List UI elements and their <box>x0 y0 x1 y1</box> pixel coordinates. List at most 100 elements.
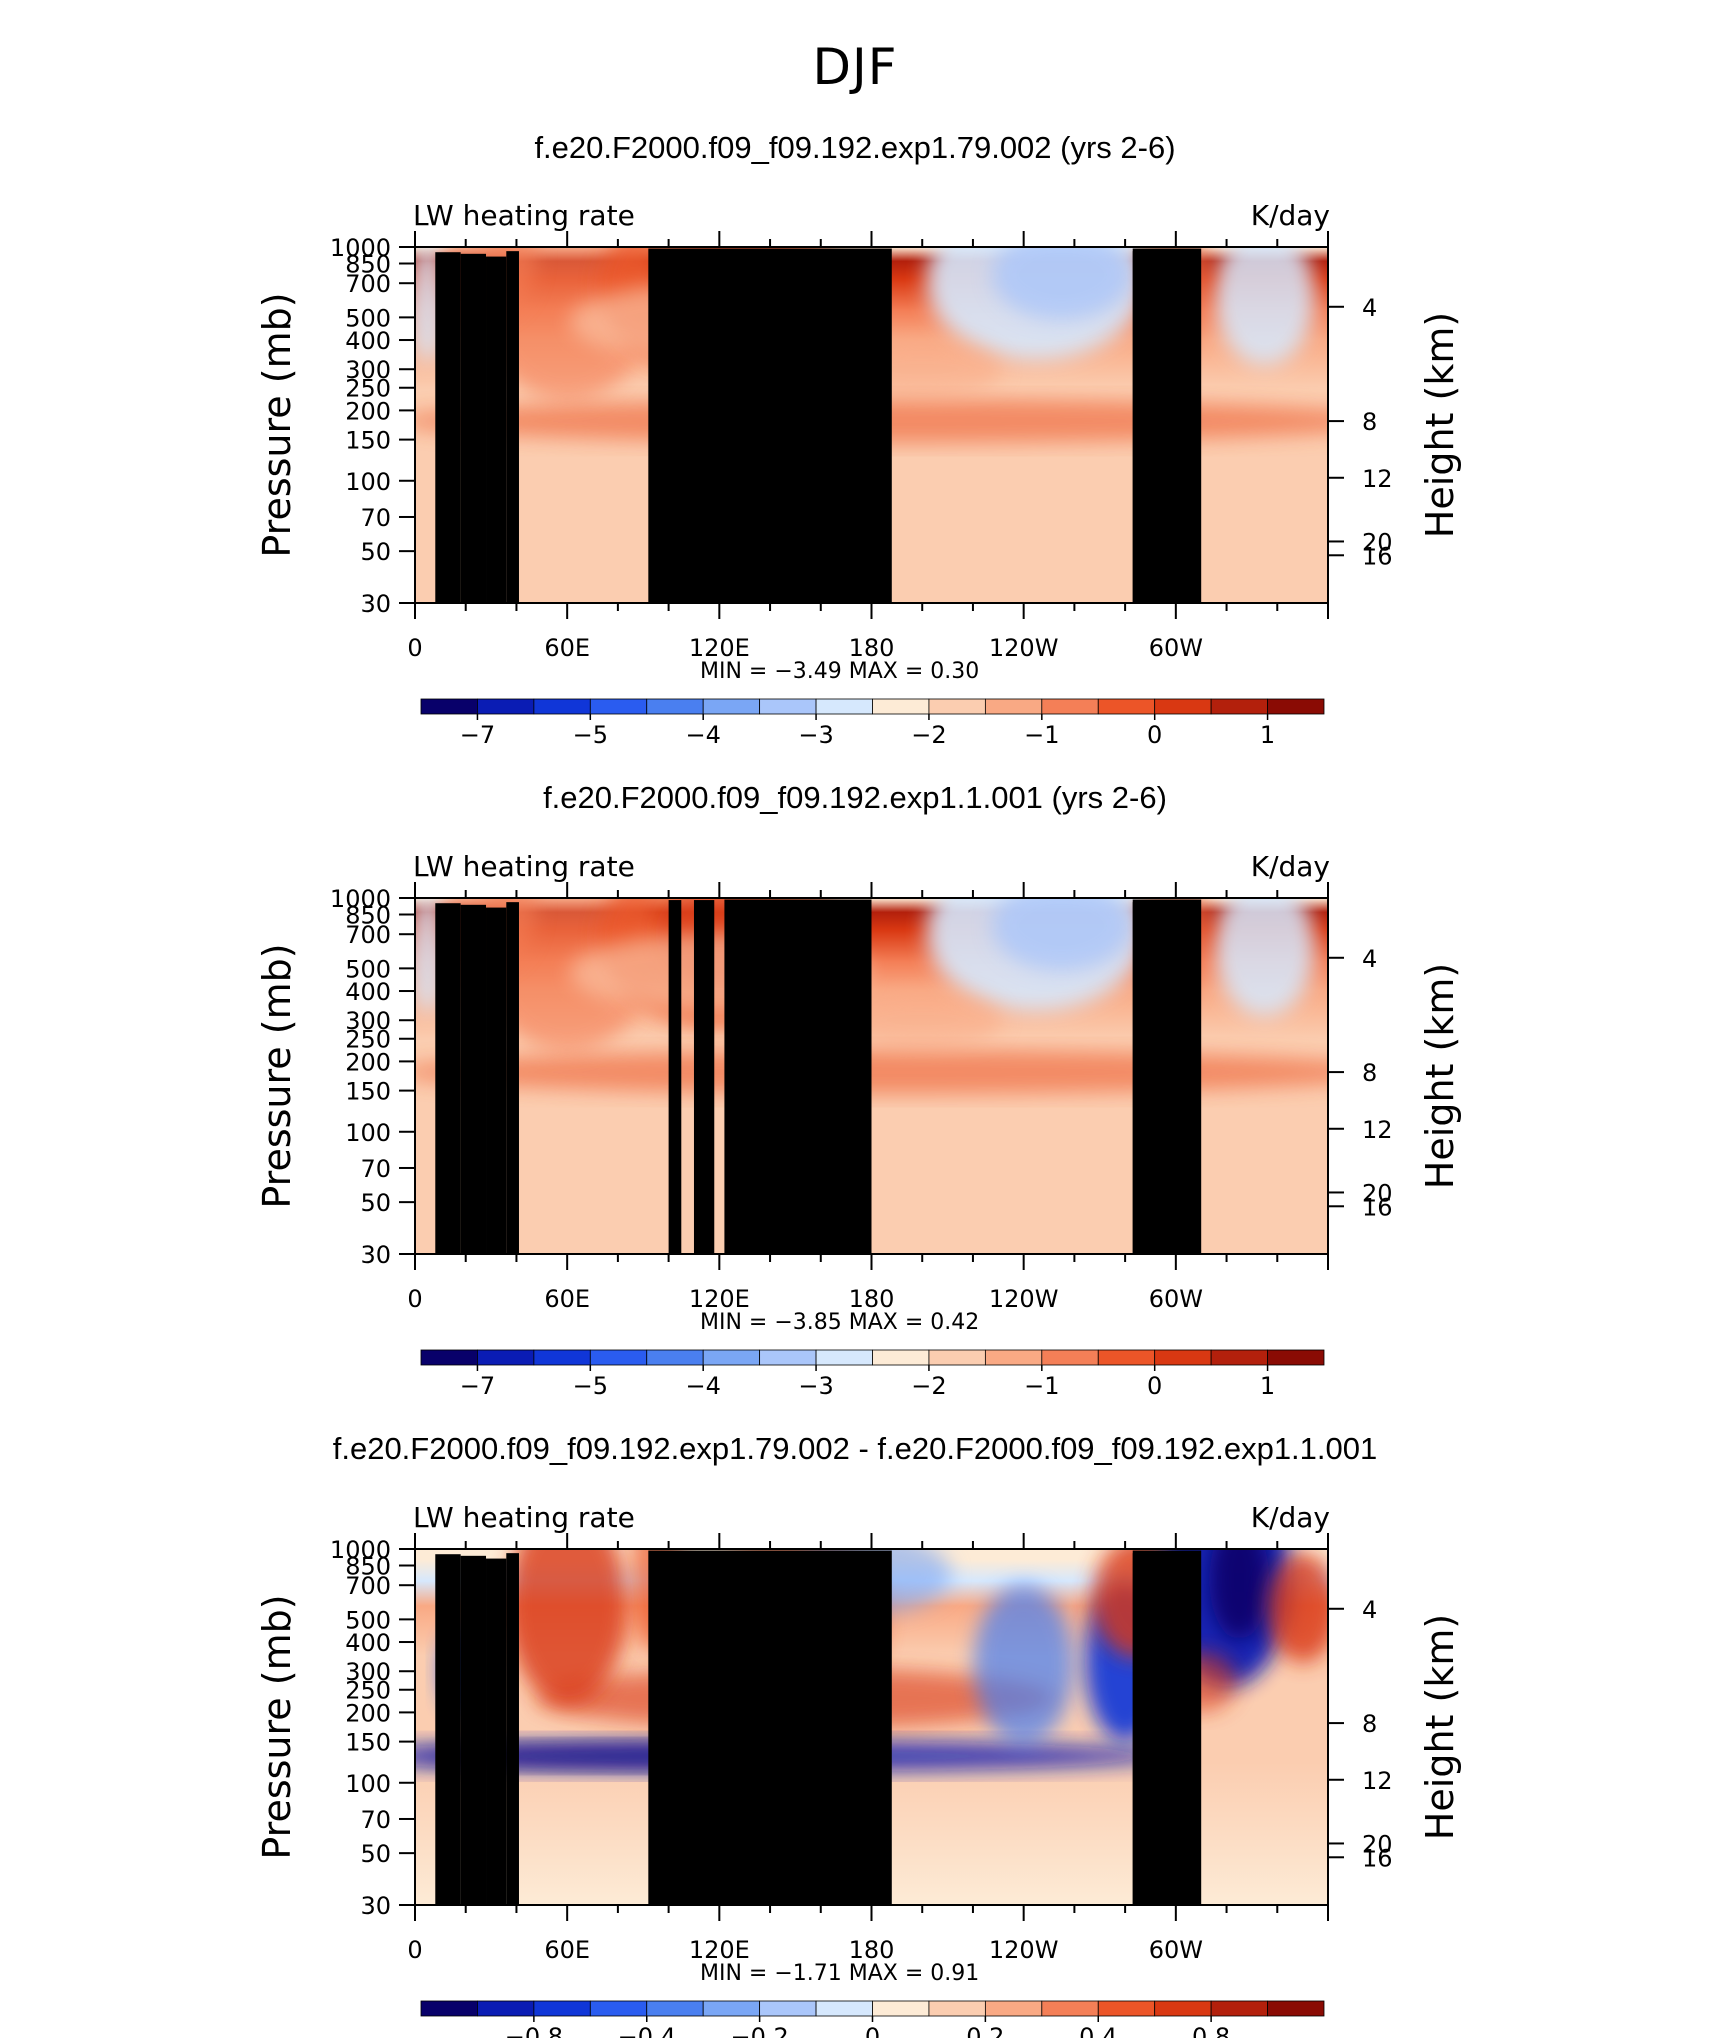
colorbar-label: −3 <box>798 1372 833 1400</box>
colorbar-box <box>477 1349 535 1366</box>
y-tick-label: 100 <box>345 1770 391 1798</box>
min-max-stats: MIN = −1.71 MAX = 0.91 <box>700 1961 979 1986</box>
colorbar-box <box>1154 1349 1212 1366</box>
land-mask-7 <box>1132 1550 1202 1905</box>
contour-region-11 <box>1209 1549 1270 1640</box>
height-tick-label: 20 <box>1362 1179 1393 1207</box>
x-tick-label: 120E <box>689 1936 750 1964</box>
land-mask-6 <box>693 900 715 1254</box>
colorbar-label: −4 <box>685 1372 720 1400</box>
colorbar-box <box>1041 2000 1099 2017</box>
land-mask-4 <box>506 902 519 1254</box>
colorbar-box <box>1210 2000 1268 2017</box>
colorbar-box <box>589 1349 648 1366</box>
y-tick-label: 700 <box>345 1572 391 1600</box>
y-tick-label: 300 <box>345 356 391 384</box>
land-mask-1 <box>435 1554 461 1905</box>
y-tick-label: 1000 <box>330 1536 391 1564</box>
land-mask-7 <box>724 899 872 1254</box>
y-tick-label: 500 <box>345 1606 391 1634</box>
colorbar-box <box>1154 698 1212 715</box>
colorbar-box <box>1267 2000 1325 2017</box>
y-tick-label: 150 <box>345 427 391 455</box>
y-tick-label: 100 <box>345 1119 391 1147</box>
colorbar-box <box>1097 1349 1156 1366</box>
y-tick-label: 250 <box>345 1677 391 1705</box>
land-mask-3 <box>486 256 507 603</box>
x-tick-label: 60E <box>544 1285 590 1313</box>
land-mask-5 <box>648 248 892 603</box>
colorbar-label: −3 <box>798 721 833 749</box>
y-tick-label: 400 <box>345 978 391 1006</box>
colorbar-box <box>477 698 535 715</box>
y-tick-label: 250 <box>345 1026 391 1054</box>
x-tick-label: 60E <box>544 634 590 662</box>
height-tick-label: 12 <box>1362 1767 1393 1795</box>
colorbar-box <box>646 1349 704 1366</box>
height-tick-label: 4 <box>1362 1596 1377 1624</box>
panel-3-title: f.e20.F2000.f09_f09.192.exp1.79.002 - f.… <box>332 1431 1378 1466</box>
height-tick-label: 20 <box>1362 528 1393 556</box>
colorbar-box <box>1210 698 1268 715</box>
y-tick-label: 150 <box>345 1729 391 1757</box>
colorbar-box <box>1154 2000 1212 2017</box>
colorbar-box <box>872 698 930 715</box>
colorbar-box <box>477 2000 535 2017</box>
y-tick-label: 850 <box>345 250 391 278</box>
colorbar-box <box>928 698 986 715</box>
x-tick-label: 60W <box>1149 634 1203 662</box>
colorbar-box <box>815 698 873 715</box>
x-tick-label: 60E <box>544 1936 590 1964</box>
colorbar-label: −4 <box>685 721 720 749</box>
colorbar-box <box>420 2000 478 2017</box>
colorbar-box <box>815 1349 873 1366</box>
colorbar-label: 0.2 <box>966 2023 1004 2038</box>
colorbar-box <box>1210 1349 1268 1366</box>
y-right-axis-label: Height (km) <box>1418 1614 1462 1840</box>
height-tick-label: 8 <box>1362 1059 1377 1087</box>
colorbar-box <box>872 1349 930 1366</box>
colorbar-label: −7 <box>460 1372 495 1400</box>
colorbar-box <box>420 1349 478 1366</box>
colorbar-label: −1 <box>1024 1372 1059 1400</box>
y-tick-label: 300 <box>345 1007 391 1035</box>
colorbar-box <box>984 698 1043 715</box>
colorbar-box <box>815 2000 873 2017</box>
colorbar-box <box>984 1349 1043 1366</box>
colorbar-box <box>1267 698 1325 715</box>
colorbar-box <box>1267 1349 1325 1366</box>
colorbar-label: 1 <box>1260 1372 1275 1400</box>
y-tick-label: 50 <box>360 1840 391 1868</box>
land-mask-4 <box>506 251 519 603</box>
colorbar-box <box>589 698 648 715</box>
x-tick-label: 0 <box>407 1936 422 1964</box>
colorbar-box <box>533 2000 591 2017</box>
y-tick-label: 200 <box>345 1048 391 1076</box>
colorbar-box <box>872 2000 930 2017</box>
x-tick-label: 120W <box>989 1285 1059 1313</box>
colorbar-label: −1 <box>1024 721 1059 749</box>
variable-label: LW heating rate <box>413 199 635 232</box>
y-tick-label: 30 <box>360 1241 391 1269</box>
contour-region-6 <box>991 247 1132 320</box>
colorbar-label: −7 <box>460 721 495 749</box>
land-mask-5 <box>668 900 682 1254</box>
contour-region-7 <box>1214 898 1315 1017</box>
min-max-stats: MIN = −3.85 MAX = 0.42 <box>700 1310 979 1335</box>
height-tick-label: 4 <box>1362 945 1377 973</box>
y-axis-label: Pressure (mb) <box>255 943 299 1208</box>
colorbar-box <box>589 2000 648 2017</box>
colorbar-box <box>984 2000 1043 2017</box>
y-tick-label: 300 <box>345 1658 391 1686</box>
y-tick-label: 400 <box>345 327 391 355</box>
units-label: K/day <box>1251 1501 1330 1534</box>
y-tick-label: 250 <box>345 375 391 403</box>
x-tick-label: 120E <box>689 1285 750 1313</box>
x-tick-label: 180 <box>849 634 895 662</box>
height-tick-label: 16 <box>1362 1193 1393 1221</box>
colorbar-box <box>928 1349 986 1366</box>
colorbar-box <box>702 698 761 715</box>
min-max-stats: MIN = −3.49 MAX = 0.30 <box>700 659 979 684</box>
